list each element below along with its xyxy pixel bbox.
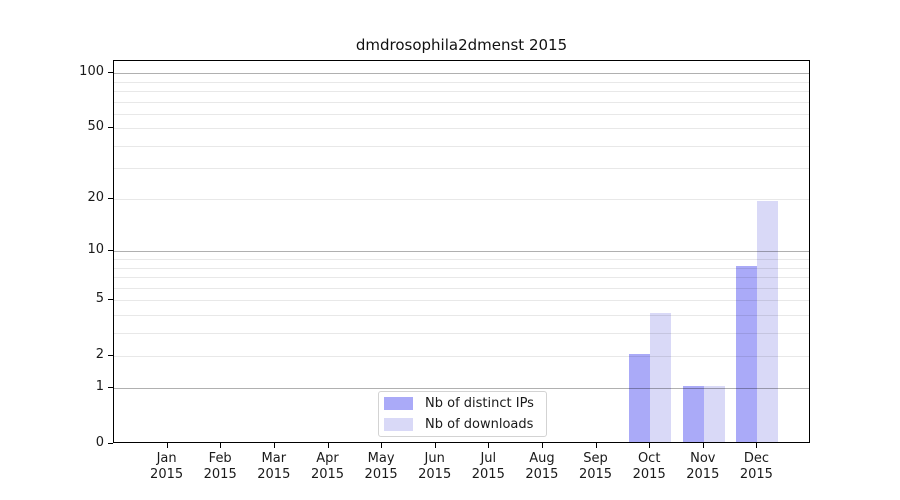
gridline-minor-6 [114, 287, 809, 289]
bar-distinct-ips-nov-2015 [682, 386, 704, 442]
x-axis-tick-jan-2015 [166, 443, 168, 448]
y-axis-tick-100 [108, 72, 113, 74]
y-axis-label-20: 20 [87, 190, 104, 206]
y-axis-label-50: 50 [87, 119, 104, 135]
gridline-major-1 [114, 388, 809, 390]
y-axis-tick-1 [108, 387, 113, 389]
x-axis-tick-feb-2015 [220, 443, 222, 448]
x-axis-tick-sep-2015 [595, 443, 597, 448]
x-axis-label-may-2015: May 2015 [364, 451, 398, 482]
y-axis-tick-20 [108, 198, 113, 200]
bar-downloads-dec-2015 [757, 201, 779, 442]
legend-item-distinct-ips: Nb of distinct IPs [384, 395, 538, 411]
x-axis-tick-oct-2015 [649, 443, 651, 448]
bar-downloads-nov-2015 [703, 386, 725, 442]
gridline-minor-5 [114, 300, 809, 301]
gridline-major-10 [114, 251, 809, 253]
y-axis-label-0: 0 [95, 435, 104, 450]
gridline-minor-70 [114, 101, 809, 103]
x-axis-label-sep-2015: Sep 2015 [578, 451, 613, 482]
x-axis-tick-dec-2015 [756, 443, 758, 448]
bar-distinct-ips-dec-2015 [736, 265, 758, 442]
x-axis-tick-nov-2015 [702, 443, 704, 448]
x-axis-label-apr-2015: Apr 2015 [310, 451, 345, 482]
gridline-minor-2 [114, 355, 809, 357]
x-axis-label-nov-2015: Nov 2015 [686, 451, 720, 482]
legend-label-downloads: Nb of downloads [425, 416, 534, 432]
gridline-minor-40 [114, 145, 809, 147]
gridline-minor-9 [114, 259, 809, 260]
x-axis-tick-apr-2015 [327, 443, 329, 448]
x-axis-tick-mar-2015 [273, 443, 275, 448]
y-axis-label-5: 5 [95, 291, 104, 306]
y-axis-label-100: 100 [79, 64, 104, 80]
legend-swatch-distinct-ips [384, 397, 413, 410]
legend-label-distinct-ips: Nb of distinct IPs [425, 395, 534, 411]
legend-swatch-downloads [384, 418, 413, 431]
gridline-major-100 [114, 73, 809, 75]
x-axis-tick-jul-2015 [488, 443, 490, 448]
gridline-minor-80 [114, 90, 809, 92]
y-axis-tick-50 [108, 127, 113, 129]
chart-title: dmdrosophila2dmenst 2015 [355, 36, 568, 54]
legend: Nb of distinct IPs Nb of downloads [378, 391, 547, 437]
y-axis-tick-10 [108, 250, 113, 252]
gridline-minor-90 [114, 81, 809, 83]
x-axis-label-jul-2015: Jul 2015 [471, 451, 505, 482]
y-axis-tick-5 [108, 299, 113, 300]
x-axis-tick-aug-2015 [541, 443, 543, 448]
x-axis-label-dec-2015: Dec 2015 [739, 451, 773, 482]
y-axis-tick-0 [108, 443, 113, 444]
gridline-minor-4 [114, 314, 809, 316]
x-axis-label-oct-2015: Oct 2015 [632, 451, 666, 482]
x-axis-label-aug-2015: Aug 2015 [525, 451, 559, 482]
gridline-minor-60 [114, 113, 809, 115]
gridline-minor-3 [114, 332, 809, 334]
gridline-minor-30 [114, 168, 809, 170]
y-axis-tick-2 [108, 354, 113, 356]
gridline-minor-50 [114, 128, 809, 130]
x-axis-tick-may-2015 [381, 443, 383, 448]
plot-area [113, 60, 810, 443]
y-axis-label-10: 10 [87, 242, 104, 258]
gridline-minor-20 [114, 199, 809, 201]
bar-downloads-oct-2015 [650, 312, 672, 442]
gridline-minor-7 [114, 276, 809, 278]
x-axis-label-mar-2015: Mar 2015 [257, 451, 291, 482]
gridline-minor-8 [114, 267, 809, 269]
x-axis-label-feb-2015: Feb 2015 [203, 451, 237, 482]
x-axis-tick-jun-2015 [434, 443, 436, 448]
y-axis-label-1: 1 [95, 379, 104, 395]
y-axis-label-2: 2 [95, 346, 104, 362]
x-axis-label-jan-2015: Jan 2015 [150, 451, 184, 482]
bar-distinct-ips-oct-2015 [629, 353, 651, 442]
legend-item-downloads: Nb of downloads [384, 416, 538, 432]
x-axis-label-jun-2015: Jun 2015 [418, 451, 452, 482]
